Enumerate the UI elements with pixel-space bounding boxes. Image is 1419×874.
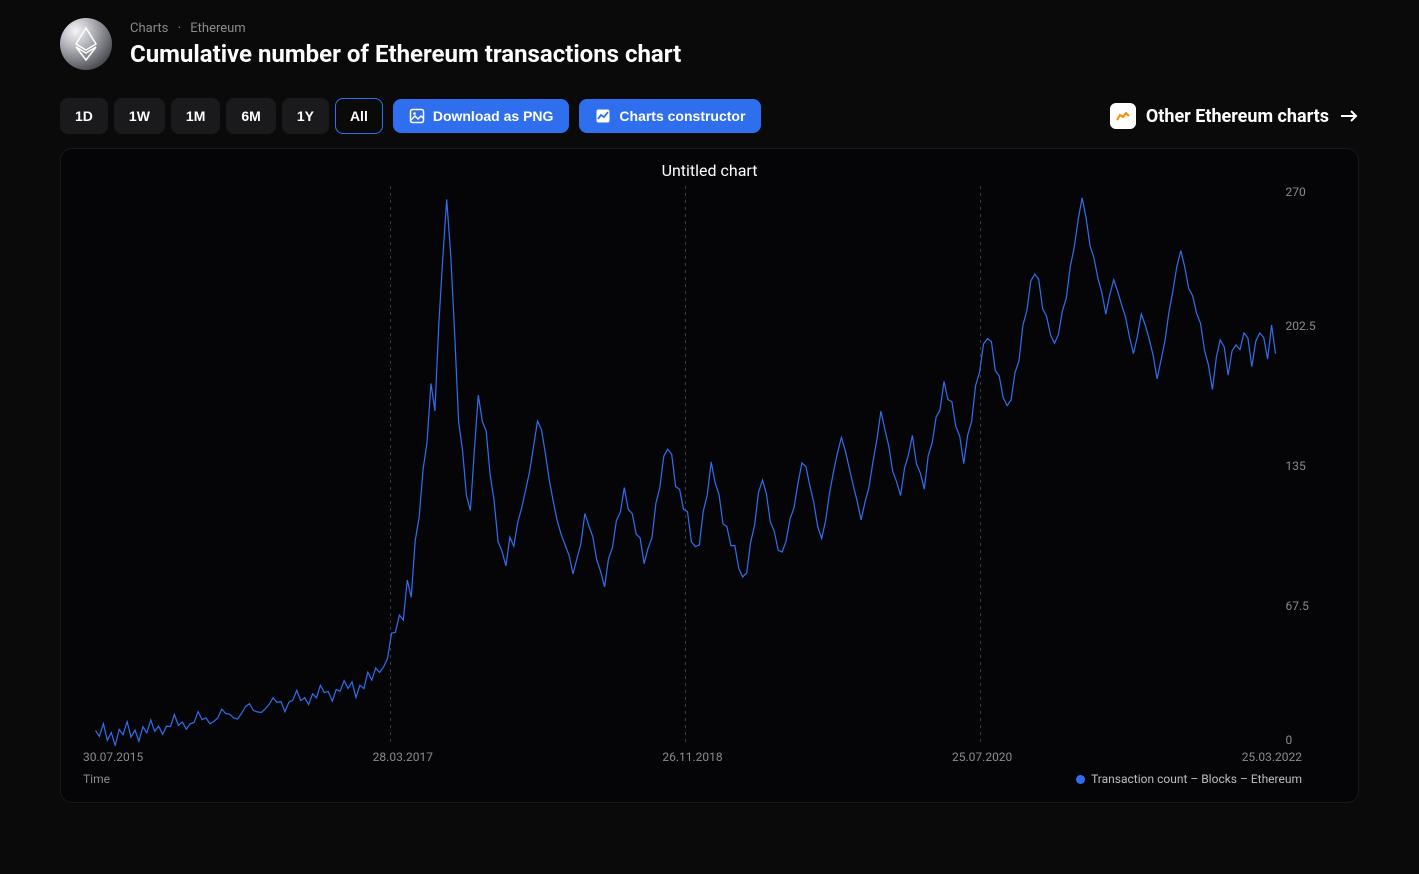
ethereum-icon <box>74 26 98 62</box>
constructor-label: Charts constructor <box>619 108 745 124</box>
range-button-1d[interactable]: 1D <box>60 98 108 134</box>
image-icon <box>409 108 425 124</box>
controls-row: 1D1W1M6M1YAll Download as PNG Charts con… <box>60 98 1359 134</box>
breadcrumb-root[interactable]: Charts <box>130 21 168 36</box>
svg-text:270: 270 <box>1286 186 1306 199</box>
svg-text:67.5: 67.5 <box>1286 599 1310 613</box>
range-button-1y[interactable]: 1Y <box>282 98 329 134</box>
svg-text:0: 0 <box>1286 733 1293 746</box>
range-group: 1D1W1M6M1YAll <box>60 98 383 134</box>
x-tick-label: 30.07.2015 <box>83 750 143 764</box>
arrow-right-icon <box>1339 109 1359 123</box>
chart-panel: Untitled chart 0 67.5 135 202.5 270 30.07.20… <box>60 148 1359 803</box>
ethereum-logo <box>60 18 112 70</box>
breadcrumb-section[interactable]: Ethereum <box>190 21 245 36</box>
chart-title: Untitled chart <box>77 161 1342 180</box>
range-button-6m[interactable]: 6M <box>226 98 275 134</box>
page-header: Charts · Ethereum Cumulative number of E… <box>60 18 1359 70</box>
x-tick-label: 26.11.2018 <box>662 750 722 764</box>
legend-item: Transaction count – Blocks – Ethereum <box>1076 772 1302 786</box>
download-label: Download as PNG <box>433 108 554 124</box>
svg-text:135: 135 <box>1286 459 1306 473</box>
legend-dot <box>1076 775 1085 784</box>
range-button-all[interactable]: All <box>335 98 383 134</box>
svg-text:202.5: 202.5 <box>1286 319 1316 333</box>
mini-chart-icon <box>1110 103 1136 129</box>
other-charts-link[interactable]: Other Ethereum charts <box>1110 103 1359 129</box>
download-png-button[interactable]: Download as PNG <box>393 99 570 133</box>
x-tick-label: 25.03.2022 <box>1242 750 1302 764</box>
other-charts-label: Other Ethereum charts <box>1146 106 1329 127</box>
x-axis-label: Time <box>83 772 110 786</box>
range-button-1m[interactable]: 1M <box>171 98 220 134</box>
legend-row: Time Transaction count – Blocks – Ethere… <box>77 768 1342 786</box>
x-tick-label: 25.07.2020 <box>952 750 1012 764</box>
chart-area[interactable]: 0 67.5 135 202.5 270 <box>77 186 1342 746</box>
linechart-icon <box>595 108 611 124</box>
breadcrumb[interactable]: Charts · Ethereum <box>130 21 681 36</box>
page-title: Cumulative number of Ethereum transactio… <box>130 40 681 68</box>
x-tick-label: 28.03.2017 <box>373 750 433 764</box>
x-axis-row: 30.07.2015 28.03.2017 26.11.2018 25.07.2020… <box>77 746 1342 764</box>
charts-constructor-button[interactable]: Charts constructor <box>579 99 761 133</box>
chart-svg[interactable]: 0 67.5 135 202.5 270 <box>77 186 1342 746</box>
legend-label: Transaction count – Blocks – Ethereum <box>1091 772 1302 786</box>
range-button-1w[interactable]: 1W <box>114 98 165 134</box>
